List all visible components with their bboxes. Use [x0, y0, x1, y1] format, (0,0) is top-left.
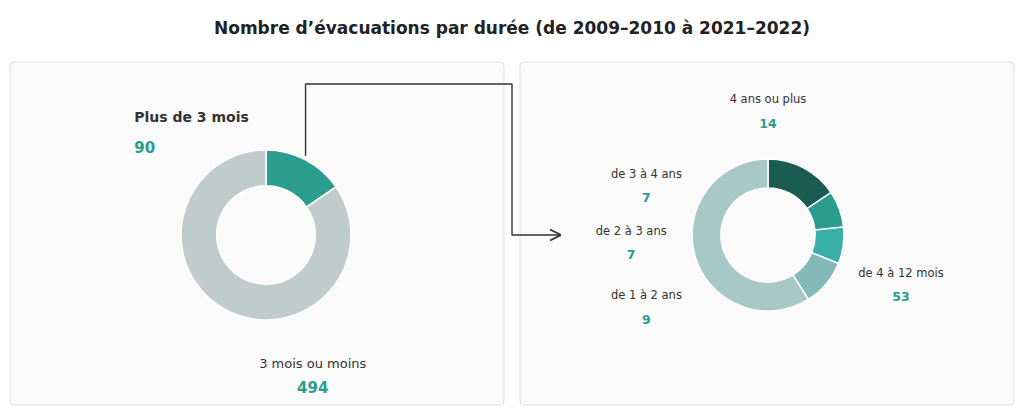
category-label: 4 ans ou plus: [730, 92, 807, 106]
title: Nombre d’évacuations par durée (de 2009–…: [214, 18, 810, 38]
data-label: 494: [297, 379, 328, 397]
labels: Plus de 3 mois 90 3 mois ou moins 494: [134, 109, 366, 397]
category-label: de 4 à 12 mois: [858, 266, 943, 280]
chart: Nombre d’évacuations par durée (de 2009–…: [0, 0, 1024, 415]
category-label: de 1 à 2 ans: [611, 288, 682, 302]
slice: [692, 159, 808, 311]
category-label: de 2 à 3 ans: [596, 224, 667, 238]
panel: [10, 62, 504, 405]
data-label: 7: [627, 247, 636, 262]
data-label: 7: [642, 190, 651, 205]
donut: [181, 150, 351, 320]
data-label: 14: [759, 116, 777, 131]
data-label: 9: [642, 312, 651, 327]
donut: [692, 159, 844, 311]
data-label: 90: [134, 139, 155, 157]
labels: 4 ans ou plus 14 de 3 à 4 ans 7 de 2 à 3 ans…: [596, 92, 944, 326]
category-label: 3 mois ou moins: [259, 356, 366, 371]
slice: [807, 193, 844, 231]
category-label: de 3 à 4 ans: [611, 167, 682, 181]
slice: [181, 150, 351, 320]
panel: [520, 62, 1014, 405]
connector: [306, 84, 560, 235]
category-label: Plus de 3 mois: [134, 109, 249, 125]
data-label: 53: [892, 289, 909, 304]
